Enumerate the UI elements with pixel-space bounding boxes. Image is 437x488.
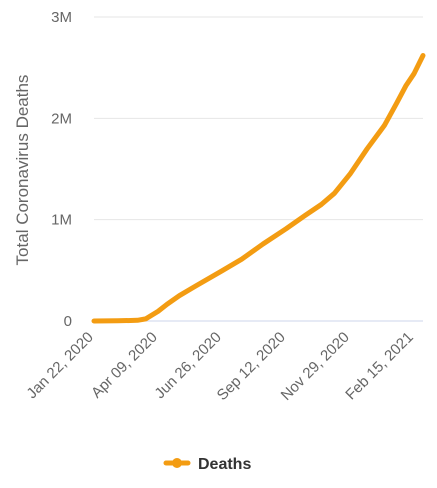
grid-lines	[94, 16, 423, 322]
y-tick-label: 2M	[51, 110, 72, 127]
x-tick-label: Nov 29, 2020	[278, 329, 353, 404]
y-axis-title: Total Coronavirus Deaths	[13, 75, 32, 266]
legend[interactable]: Deaths	[163, 456, 251, 473]
x-tick-label: Jan 22, 2020	[23, 329, 96, 402]
series-layer	[91, 53, 426, 324]
y-tick-label: 0	[64, 313, 72, 330]
x-tick-label: Apr 09, 2020	[88, 329, 161, 402]
y-tick-label: 3M	[51, 9, 72, 26]
series-line-deaths[interactable]	[91, 53, 426, 324]
x-tick-label: Feb 15, 2021	[342, 329, 417, 404]
legend-deaths-marker-icon	[172, 458, 182, 468]
y-tick-label: 1M	[51, 212, 72, 229]
y-axis-tick-labels: 0 1M 2M 3M	[51, 9, 72, 330]
legend-deaths-label[interactable]: Deaths	[198, 456, 251, 473]
